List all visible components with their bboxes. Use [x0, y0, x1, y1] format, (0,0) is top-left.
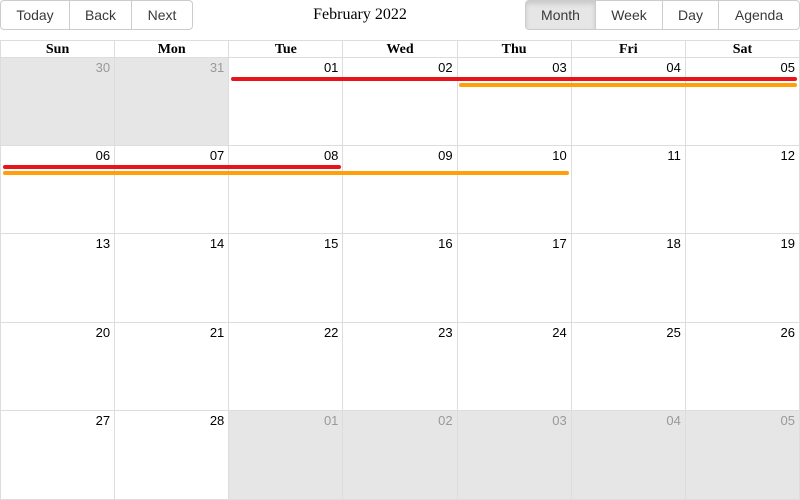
weekday-header-mon: Mon: [114, 41, 228, 57]
date-number[interactable]: 24: [552, 324, 567, 340]
event-bar[interactable]: [3, 171, 569, 176]
date-number[interactable]: 02: [438, 60, 453, 75]
day-cell[interactable]: 13: [1, 234, 114, 321]
date-number[interactable]: 15: [323, 236, 339, 252]
weekday-header-sat: Sat: [684, 41, 799, 57]
calendar-toolbar: Today Back Next February 2022 Month Week…: [0, 0, 800, 30]
view-week-button[interactable]: Week: [596, 1, 663, 29]
day-cell[interactable]: 01: [228, 410, 343, 499]
day-cell[interactable]: 14: [114, 234, 228, 322]
day-cell[interactable]: 17: [456, 234, 571, 322]
day-cell[interactable]: 26: [684, 322, 799, 410]
date-number[interactable]: 04: [666, 412, 681, 428]
date-number[interactable]: 03: [552, 60, 567, 75]
date-number[interactable]: 16: [438, 236, 453, 252]
date-number[interactable]: 12: [780, 148, 795, 164]
view-agenda-button[interactable]: Agenda: [734, 7, 784, 23]
date-number[interactable]: 01: [323, 412, 339, 428]
week-row: 20 21 22 23 24 25 26: [1, 322, 799, 411]
date-number[interactable]: 31: [209, 60, 225, 75]
date-number[interactable]: 27: [95, 412, 111, 428]
week-row: 30 31 01 02 03 04 05: [1, 58, 799, 147]
day-cell[interactable]: 03: [456, 410, 571, 499]
date-number[interactable]: 30: [95, 60, 111, 75]
date-number[interactable]: 26: [780, 324, 795, 340]
day-cell[interactable]: 16: [342, 234, 456, 322]
view-button-group: Month Week Day Agenda: [525, 0, 800, 30]
date-number[interactable]: 10: [552, 148, 567, 164]
weekday-header-row: Sun Mon Tue Wed Thu Fri Sat: [1, 41, 799, 58]
date-number[interactable]: 09: [438, 148, 453, 164]
day-cell[interactable]: 03: [456, 58, 571, 146]
navigation-button-group: Today Back Next: [0, 0, 193, 30]
weekday-header-thu: Thu: [456, 41, 571, 57]
weekday-header-wed: Wed: [342, 41, 456, 57]
day-cell[interactable]: 18: [570, 234, 685, 322]
date-number[interactable]: 04: [666, 60, 681, 75]
date-number[interactable]: 01: [323, 60, 339, 75]
date-number[interactable]: 14: [209, 236, 225, 252]
day-cell[interactable]: 05: [684, 410, 799, 499]
date-number[interactable]: 06: [95, 148, 111, 164]
date-number[interactable]: 22: [323, 324, 339, 340]
date-number[interactable]: 19: [780, 236, 795, 252]
calendar-title: February 2022: [313, 6, 407, 23]
day-cell[interactable]: 10: [456, 146, 571, 234]
event-bar[interactable]: [3, 165, 341, 170]
date-number[interactable]: 17: [552, 236, 567, 252]
day-cell[interactable]: 24: [456, 322, 571, 410]
day-cell[interactable]: 20: [1, 323, 114, 410]
day-cell[interactable]: 27: [1, 411, 114, 499]
day-cell[interactable]: 19: [684, 234, 799, 322]
week-row: 13 14 15 16 17 18 19: [1, 234, 799, 323]
day-cell[interactable]: 02: [342, 410, 457, 499]
weekday-header-tue: Tue: [228, 41, 342, 57]
week-row: 27 28 01 02 03 04 05: [1, 410, 799, 499]
weekday-header-fri: Fri: [570, 41, 685, 57]
day-cell[interactable]: 11: [570, 146, 685, 234]
date-number[interactable]: 25: [666, 324, 681, 340]
weekday-header-sun: Sun: [45, 42, 70, 57]
date-number[interactable]: 05: [780, 60, 795, 75]
date-number[interactable]: 11: [667, 148, 681, 164]
view-month-button[interactable]: Month: [526, 1, 596, 29]
view-day-button[interactable]: Day: [663, 1, 719, 29]
day-cell[interactable]: 28: [114, 410, 228, 499]
day-cell[interactable]: 09: [342, 146, 456, 234]
date-number[interactable]: 08: [323, 148, 339, 164]
day-cell[interactable]: 08: [228, 146, 342, 234]
event-bar[interactable]: [459, 83, 797, 87]
day-cell[interactable]: 06: [1, 146, 114, 233]
day-cell[interactable]: 07: [114, 146, 228, 234]
date-number[interactable]: 02: [438, 412, 453, 428]
next-button[interactable]: Next: [147, 7, 177, 23]
day-cell[interactable]: 21: [114, 322, 228, 410]
day-cell[interactable]: 04: [570, 410, 685, 499]
date-number[interactable]: 18: [666, 236, 681, 252]
event-bar[interactable]: [231, 77, 797, 81]
week-row: 06 07 08 09 10 11 12: [1, 146, 799, 235]
date-number[interactable]: 20: [95, 324, 111, 340]
date-number[interactable]: 05: [780, 412, 795, 428]
month-view: Sun Mon Tue Wed Thu Fri Sat 30 31 01 02 03 04 05 06 07…: [0, 40, 800, 500]
day-cell[interactable]: 12: [684, 146, 799, 234]
date-number[interactable]: 13: [95, 236, 111, 252]
date-number[interactable]: 07: [209, 148, 225, 164]
day-cell[interactable]: 30: [1, 58, 115, 146]
date-number[interactable]: 23: [438, 324, 453, 340]
day-cell[interactable]: 05: [684, 58, 799, 146]
day-cell[interactable]: 31: [114, 58, 229, 146]
day-cell[interactable]: 04: [570, 58, 685, 146]
day-cell[interactable]: 22: [228, 322, 342, 410]
date-number[interactable]: 21: [209, 324, 225, 340]
date-number[interactable]: 03: [552, 412, 567, 428]
date-number[interactable]: 28: [209, 412, 225, 428]
day-cell[interactable]: 02: [342, 58, 456, 146]
day-cell[interactable]: 23: [342, 322, 456, 410]
day-cell[interactable]: 01: [228, 58, 342, 146]
back-button[interactable]: Back: [70, 1, 132, 29]
today-button[interactable]: Today: [1, 1, 70, 29]
day-cell[interactable]: 15: [228, 234, 342, 322]
day-cell[interactable]: 25: [570, 322, 685, 410]
